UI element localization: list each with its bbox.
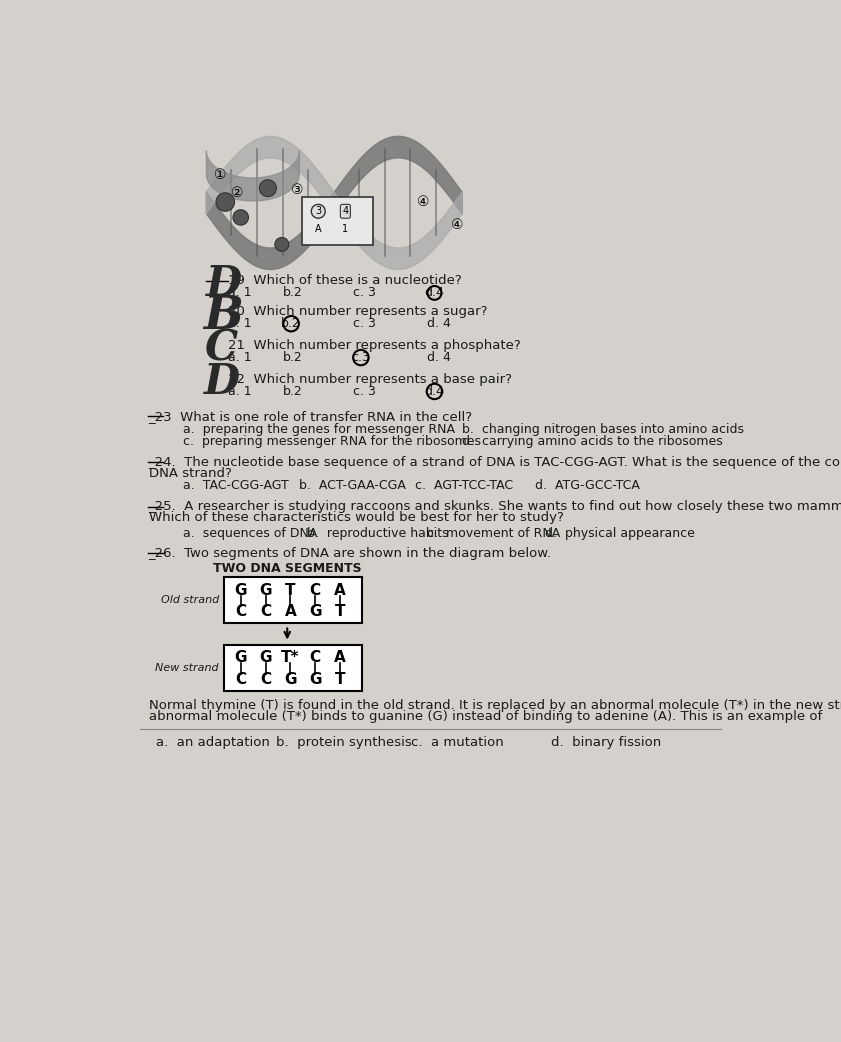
Text: d.4: d.4 bbox=[425, 384, 444, 398]
Text: c.3: c.3 bbox=[352, 351, 370, 364]
Text: C: C bbox=[235, 604, 246, 619]
Text: c.  movement of RNA: c. movement of RNA bbox=[426, 526, 560, 540]
Text: G: G bbox=[235, 650, 247, 666]
Text: 22  Which number represents a base pair?: 22 Which number represents a base pair? bbox=[228, 373, 511, 386]
Text: DNA strand?: DNA strand? bbox=[149, 467, 231, 479]
Text: c. 3: c. 3 bbox=[353, 317, 376, 330]
Text: b.2: b.2 bbox=[283, 384, 303, 398]
Text: d.  carrying amino acids to the ribosomes: d. carrying amino acids to the ribosomes bbox=[462, 435, 722, 448]
Text: a.  an adaptation: a. an adaptation bbox=[156, 736, 269, 749]
Text: a. 1: a. 1 bbox=[228, 287, 251, 299]
Text: abnormal molecule (T*) binds to guanine (G) instead of binding to adenine (A). T: abnormal molecule (T*) binds to guanine … bbox=[149, 710, 822, 723]
Circle shape bbox=[233, 209, 248, 225]
FancyBboxPatch shape bbox=[225, 577, 362, 623]
FancyBboxPatch shape bbox=[225, 645, 362, 691]
Text: C: C bbox=[309, 650, 320, 666]
Text: TWO DNA SEGMENTS: TWO DNA SEGMENTS bbox=[213, 562, 362, 575]
Text: T: T bbox=[285, 582, 295, 598]
Text: 4: 4 bbox=[342, 206, 348, 217]
Text: 21  Which number represents a phosphate?: 21 Which number represents a phosphate? bbox=[228, 339, 521, 352]
Text: G: G bbox=[259, 650, 272, 666]
Text: b.2: b.2 bbox=[283, 287, 303, 299]
Text: c.  preparing messenger RNA for the ribosomes: c. preparing messenger RNA for the ribos… bbox=[182, 435, 480, 448]
Text: b.  protein synthesis: b. protein synthesis bbox=[276, 736, 411, 749]
Text: G: G bbox=[284, 672, 297, 687]
Text: d.4: d.4 bbox=[425, 287, 444, 299]
Text: C: C bbox=[309, 582, 320, 598]
Text: _23  What is one role of transfer RNA in the cell?: _23 What is one role of transfer RNA in … bbox=[149, 410, 473, 423]
Circle shape bbox=[216, 193, 235, 212]
Text: G: G bbox=[309, 672, 321, 687]
Text: C: C bbox=[260, 672, 271, 687]
Text: ①: ① bbox=[214, 168, 226, 182]
Text: T: T bbox=[335, 672, 345, 687]
Text: _25.  A researcher is studying raccoons and skunks. She wants to find out how cl: _25. A researcher is studying raccoons a… bbox=[149, 500, 841, 514]
Text: a.  TAC-CGG-AGT: a. TAC-CGG-AGT bbox=[182, 479, 288, 492]
Text: C: C bbox=[260, 604, 271, 619]
Text: d.  physical appearance: d. physical appearance bbox=[545, 526, 696, 540]
Text: G: G bbox=[309, 604, 321, 619]
FancyBboxPatch shape bbox=[302, 197, 373, 245]
Circle shape bbox=[259, 179, 277, 197]
Text: a. 1: a. 1 bbox=[228, 384, 251, 398]
Text: A: A bbox=[334, 650, 346, 666]
Text: A: A bbox=[334, 582, 346, 598]
Text: b.  changing nitrogen bases into amino acids: b. changing nitrogen bases into amino ac… bbox=[462, 423, 743, 437]
Text: d.  binary fission: d. binary fission bbox=[551, 736, 661, 749]
Text: 3: 3 bbox=[315, 206, 321, 217]
Text: ④: ④ bbox=[416, 195, 429, 209]
Text: a.  preparing the genes for messenger RNA: a. preparing the genes for messenger RNA bbox=[182, 423, 455, 437]
Text: A: A bbox=[284, 604, 296, 619]
Text: G: G bbox=[235, 582, 247, 598]
Text: C: C bbox=[235, 672, 246, 687]
Text: b.2: b.2 bbox=[283, 351, 303, 364]
Text: c.  a mutation: c. a mutation bbox=[411, 736, 504, 749]
Text: a. 1: a. 1 bbox=[228, 351, 251, 364]
Text: a.  sequences of DNA: a. sequences of DNA bbox=[182, 526, 317, 540]
Text: Old strand: Old strand bbox=[161, 595, 219, 605]
Text: c. 3: c. 3 bbox=[353, 384, 376, 398]
Text: b.2: b.2 bbox=[281, 317, 301, 330]
Text: A: A bbox=[315, 224, 321, 234]
Text: Which of these characteristics would be best for her to study?: Which of these characteristics would be … bbox=[149, 512, 563, 524]
Text: d. 4: d. 4 bbox=[426, 351, 451, 364]
Text: ④: ④ bbox=[452, 218, 464, 232]
Text: 1: 1 bbox=[342, 224, 348, 234]
Text: Normal thymine (T) is found in the old strand. It is replaced by an abnormal mol: Normal thymine (T) is found in the old s… bbox=[149, 699, 841, 712]
Text: _24.  The nucleotide base sequence of a strand of DNA is TAC-CGG-AGT. What is th: _24. The nucleotide base sequence of a s… bbox=[149, 455, 841, 469]
Text: ③: ③ bbox=[291, 183, 304, 198]
Text: G: G bbox=[259, 582, 272, 598]
Text: T: T bbox=[335, 604, 345, 619]
Text: c. 3: c. 3 bbox=[353, 287, 376, 299]
Text: B: B bbox=[203, 293, 243, 339]
Text: b.  ACT-GAA-CGA: b. ACT-GAA-CGA bbox=[299, 479, 405, 492]
Text: d.  ATG-GCC-TCA: d. ATG-GCC-TCA bbox=[535, 479, 640, 492]
Text: ②: ② bbox=[230, 185, 243, 200]
Text: 19  Which of these is a nucleotide?: 19 Which of these is a nucleotide? bbox=[228, 274, 462, 288]
Text: T*: T* bbox=[281, 650, 299, 666]
Text: b.  reproductive habits: b. reproductive habits bbox=[307, 526, 448, 540]
Circle shape bbox=[275, 238, 288, 251]
Text: _26.  Two segments of DNA are shown in the diagram below.: _26. Two segments of DNA are shown in th… bbox=[149, 547, 552, 560]
Text: c.  AGT-TCC-TAC: c. AGT-TCC-TAC bbox=[415, 479, 513, 492]
Circle shape bbox=[311, 204, 325, 218]
Text: C: C bbox=[204, 327, 237, 369]
Text: D: D bbox=[204, 362, 241, 403]
Text: D: D bbox=[206, 263, 242, 304]
Text: 20  Which number represents a sugar?: 20 Which number represents a sugar? bbox=[228, 305, 487, 318]
Text: New strand: New strand bbox=[156, 663, 219, 673]
Text: a. 1: a. 1 bbox=[228, 317, 251, 330]
Text: d. 4: d. 4 bbox=[426, 317, 451, 330]
